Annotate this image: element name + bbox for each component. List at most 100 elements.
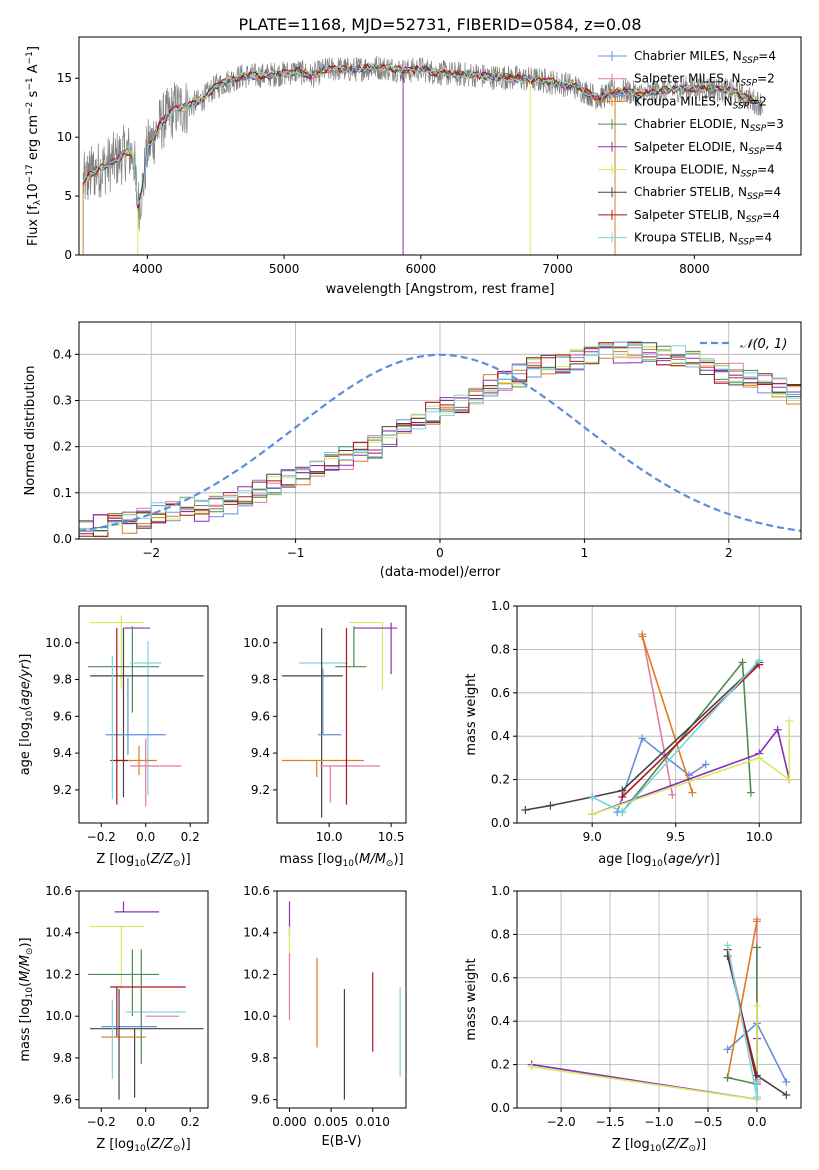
- residual-histogram: [79, 340, 801, 532]
- residual-histogram: [79, 344, 801, 529]
- panel-age_vs_Z: −0.2 0.0 0.2 9.2 9.4 9.6 9.8 10.0 age [log10(age…: [18, 605, 209, 869]
- y-axis-label: mass [log10(M/M⊙)]: [18, 937, 35, 1061]
- x-tick-label: 8000: [679, 262, 710, 276]
- x-axis-label: (data-model)/error: [380, 565, 501, 580]
- y-tick-label: 0.6: [491, 971, 510, 985]
- x-tick-label: 9.5: [666, 830, 685, 844]
- legend-suffix: =4: [764, 185, 782, 199]
- y-axis-label: mass weight: [464, 673, 479, 755]
- y-tick-label: 15: [57, 71, 72, 85]
- x-tick-label: 0.2: [181, 830, 200, 844]
- axes-frame: [78, 605, 209, 824]
- x-tick-label: 9.0: [583, 830, 602, 844]
- mass-weight-line: [621, 664, 760, 798]
- y-tick-label: 10.2: [243, 967, 270, 981]
- panel-massweight_vs_age: 9.0 9.5 10.0 0.0 0.2 0.4 0.6 0.8 1.0 mass weight a…: [464, 599, 802, 869]
- legend-suffix: =2: [757, 72, 775, 86]
- y-axis-label: age [log10(age/yr)]: [18, 654, 35, 776]
- legend-sub: SSP: [747, 192, 764, 202]
- x-tick-label: 0.0: [747, 1115, 766, 1129]
- plot-area: [521, 630, 794, 819]
- y-tick-label: 10.0: [45, 636, 72, 650]
- axes-frame: [516, 890, 802, 1109]
- y-tick-label: 1.0: [491, 599, 510, 613]
- y-tick-label: 0.6: [491, 686, 510, 700]
- y-tick-label: 9.6: [53, 1093, 72, 1107]
- y-tick-label: 10: [57, 130, 72, 144]
- x-tick-label: −2: [142, 546, 160, 560]
- y-tick-label: 0.2: [491, 773, 510, 787]
- legend-suffix: =4: [762, 208, 780, 222]
- x-tick-label: 4000: [132, 262, 163, 276]
- legend-suffix: =4: [758, 49, 776, 63]
- legend-suffix: =3: [766, 117, 784, 131]
- spectrum-model-line: [82, 63, 762, 206]
- legend-label: Chabrier MILES, NSSP=4: [634, 49, 776, 66]
- residual-histogram: [79, 342, 801, 537]
- spectrum-data-line: [82, 56, 763, 231]
- plot-area: [288, 901, 401, 1100]
- y-tick-label: 0.4: [53, 347, 72, 361]
- axes-frame: [78, 36, 802, 256]
- x-tick-label: 0.0: [136, 1115, 155, 1129]
- x-tick-label: 1: [581, 546, 589, 560]
- x-tick-label: 6000: [406, 262, 437, 276]
- spectrum-model-line: [82, 63, 762, 205]
- x-tick-label: 5000: [269, 262, 300, 276]
- x-tick-label: 0.010: [356, 1115, 390, 1129]
- x-axis-label: mass [log10(M/M⊙)]: [279, 852, 403, 869]
- panel-mass_vs_Z: −0.2 0.0 0.2 9.6 9.8 10.0 10.2 10.4 10.6 mass [lo…: [18, 884, 209, 1154]
- y-axis-label: mass weight: [464, 958, 479, 1040]
- y-tick-label: 0.0: [491, 1101, 510, 1115]
- y-axis-label: Normed distribution: [23, 366, 38, 496]
- x-axis-label: Z [log10(Z/Z⊙)]: [96, 1137, 190, 1154]
- x-tick-label: 0.0: [136, 830, 155, 844]
- y-tick-label: 0: [64, 248, 72, 262]
- residual-histogram: [79, 346, 801, 532]
- legend-label: Chabrier ELODIE, NSSP=3: [634, 117, 784, 134]
- y-tick-label: 10.2: [45, 967, 72, 981]
- y-tick-label: 9.4: [251, 746, 270, 760]
- y-tick-label: 0.8: [491, 927, 510, 941]
- y-tick-label: 10.4: [243, 926, 270, 940]
- spectrum-model-line: [82, 63, 762, 211]
- panel-residuals: −2 −1 0 1 2 0.0 0.1 0.2 0.3 0.4 (data-model)/error…: [23, 321, 802, 580]
- y-tick-label: 10.0: [243, 636, 270, 650]
- axes-frame: [516, 605, 802, 824]
- x-tick-label: −0.2: [87, 1115, 116, 1129]
- legend-label: 𝒩(0, 1): [740, 337, 787, 352]
- panel-mass_vs_ebv: 0.000 0.005 0.010 9.6 9.8 10.0 10.2 10.4 10.6 E(B…: [243, 884, 407, 1149]
- legend-label: Salpeter STELIB, NSSP=4: [634, 208, 780, 225]
- y-tick-label: 9.8: [53, 1051, 72, 1065]
- y-tick-label: 9.8: [251, 673, 270, 687]
- x-tick-label: −0.2: [87, 830, 116, 844]
- x-tick-label: 10.0: [316, 830, 343, 844]
- y-tick-label: 9.4: [53, 746, 72, 760]
- legend-label: Chabrier STELIB, NSSP=4: [634, 185, 781, 202]
- legend-label: Salpeter ELODIE, NSSP=4: [634, 140, 783, 157]
- x-tick-label: 10.5: [378, 830, 405, 844]
- plot-area: [87, 901, 204, 1100]
- mass-weight-line: [641, 636, 694, 793]
- y-tick-label: 9.8: [53, 673, 72, 687]
- plot-area: [79, 340, 801, 538]
- mass-weight-line: [531, 1006, 758, 1101]
- legend-label: Salpeter MILES, NSSP=2: [634, 72, 775, 89]
- x-tick-label: 2: [725, 546, 733, 560]
- y-tick-label: 10.6: [45, 884, 72, 898]
- axes-frame: [276, 890, 407, 1109]
- plot-area: [281, 621, 398, 818]
- x-tick-label: 0.000: [272, 1115, 306, 1129]
- legend-sub: SSP: [741, 170, 758, 180]
- x-axis-label: E(B-V): [321, 1134, 361, 1149]
- y-tick-label: 0.1: [53, 486, 72, 500]
- legend-sub: SSP: [733, 101, 750, 111]
- y-tick-label: 0.0: [491, 816, 510, 830]
- legend-suffix: =4: [765, 140, 783, 154]
- y-tick-label: 1.0: [491, 884, 510, 898]
- x-tick-label: −1: [287, 546, 305, 560]
- x-tick-label: 0: [436, 546, 444, 560]
- x-axis-label: Z [log10(Z/Z⊙)]: [96, 852, 190, 869]
- y-tick-label: 10.0: [243, 1009, 270, 1023]
- y-tick-label: 0.8: [491, 642, 510, 656]
